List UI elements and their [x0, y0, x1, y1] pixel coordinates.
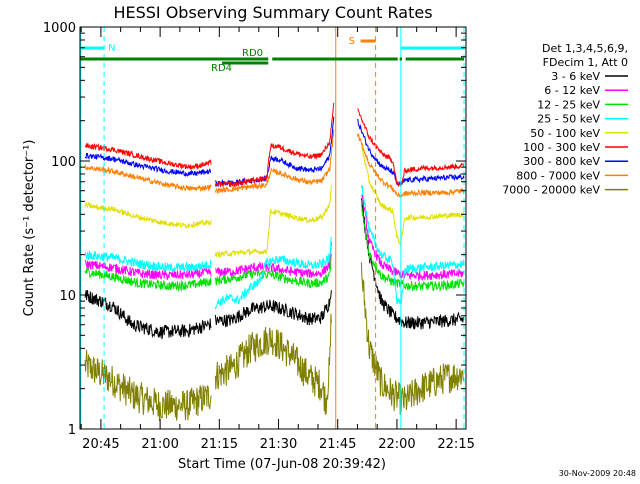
series-line-5-pre	[84, 142, 212, 170]
y-tick-label: 100	[51, 155, 76, 170]
legend-entry-label: 50 - 100 keV	[530, 127, 600, 140]
series-line-5-post	[357, 108, 465, 187]
series-line-1-post	[360, 193, 465, 282]
annotation-label-rd0: RD0	[242, 48, 263, 59]
series-line-6-pre	[84, 152, 212, 177]
legend-header-line-2: FDecim 1, Att 0	[543, 56, 628, 69]
series-line-0-mid	[214, 290, 332, 328]
series-line-0-pre	[84, 290, 212, 340]
x-axis-label: Start Time (07-Jun-08 20:39:42)	[178, 457, 386, 472]
series-line-7-mid	[214, 129, 335, 194]
legend-entry-label: 7000 - 20000 keV	[502, 184, 600, 197]
series-line-1-mid	[215, 241, 332, 278]
series-line-5-mid	[214, 102, 335, 188]
legend-entry-label: 6 - 12 keV	[544, 84, 600, 97]
series-line-3-pre	[84, 250, 212, 273]
y-axis-label: Count Rate (s⁻¹ detector⁻¹)	[22, 140, 37, 317]
chart-title: HESSI Observing Summary Count Rates	[113, 3, 432, 22]
y-tick-label: 10	[59, 289, 76, 304]
series-line-6-post	[357, 119, 465, 187]
annotation-label-s: S	[349, 36, 355, 47]
series-line-0-post	[360, 198, 465, 331]
series-line-7-pre	[84, 164, 212, 193]
footer-date: 30-Nov-2009 20:48	[559, 469, 636, 478]
series-line-8-post	[360, 262, 465, 415]
series-line-3-mid	[214, 236, 332, 310]
legend-entry-label: 3 - 6 keV	[551, 70, 600, 83]
x-tick-label: 22:15	[437, 437, 474, 452]
series-line-8-mid	[214, 313, 332, 415]
y-tick-label: 1000	[43, 21, 76, 36]
annotation-label-n: N	[108, 43, 115, 54]
series-line-1-pre	[84, 259, 212, 280]
series-line-4-post	[360, 144, 465, 247]
plot-frame	[79, 26, 467, 430]
y-tick-label: 1	[68, 423, 76, 438]
axes: 1 10 100 1000 20:45 21:00 21:15 21:30 21:45 22:00…	[43, 21, 475, 452]
series-line-8-pre	[84, 349, 212, 422]
x-tick-label: 21:00	[141, 437, 178, 452]
x-tick-label: 21:15	[201, 437, 238, 452]
annotation-label-rd4: RD4	[211, 63, 232, 74]
series-line-2-post	[361, 207, 465, 292]
x-tick-label: 21:45	[319, 437, 356, 452]
x-tick-label: 21:30	[260, 437, 297, 452]
plot-area	[84, 102, 465, 422]
legend-entry-label: 300 - 800 keV	[523, 155, 600, 168]
series-line-2-pre	[84, 266, 212, 292]
legend-header-line-1: Det 1,3,4,5,6,9,	[542, 42, 628, 55]
series-line-2-mid	[214, 253, 332, 290]
series-line-4-mid	[214, 184, 332, 258]
series-line-3-post	[360, 185, 465, 305]
series-line-6-mid	[214, 116, 335, 188]
legend-entry-label: 100 - 300 keV	[523, 141, 600, 154]
legend-entry-label: 800 - 7000 keV	[516, 169, 600, 182]
x-tick-label: 20:45	[82, 437, 119, 452]
legend-entry-label: 12 - 25 keV	[537, 98, 600, 111]
legend-entry-label: 25 - 50 keV	[537, 113, 600, 126]
series-line-4-pre	[84, 201, 212, 229]
x-tick-label: 22:00	[378, 437, 415, 452]
